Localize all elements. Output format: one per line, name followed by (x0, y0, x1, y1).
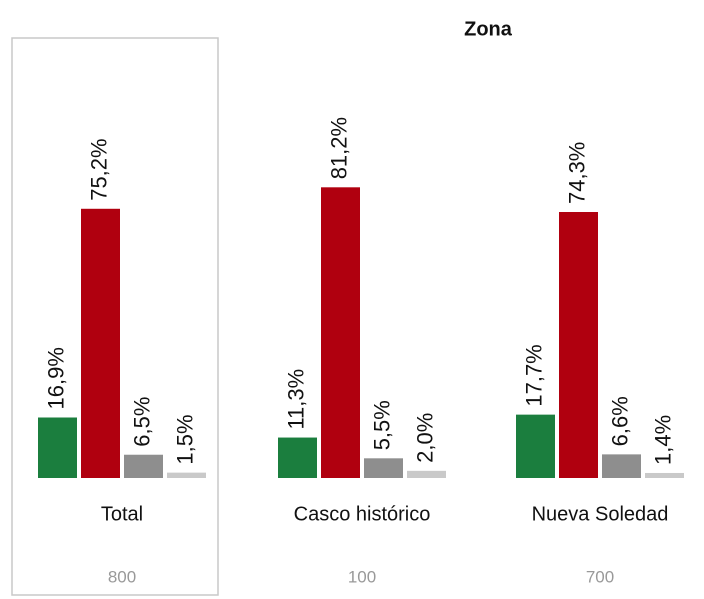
data-label: 16,9% (43, 347, 68, 409)
data-label: 74,3% (564, 142, 589, 204)
data-label: 1,5% (172, 414, 197, 464)
x-tick-label: Nueva Soledad (532, 503, 669, 525)
bar (167, 472, 206, 478)
data-label: 17,7% (521, 344, 546, 406)
count-label: 100 (348, 567, 376, 586)
data-label: 6,5% (129, 397, 154, 447)
data-label: 11,3% (283, 369, 308, 430)
data-label: 5,5% (369, 400, 394, 450)
count-label: 700 (586, 567, 614, 586)
bar (38, 417, 77, 478)
data-label: 6,6% (607, 396, 632, 446)
bar (364, 458, 403, 478)
x-tick-label: Casco histórico (294, 503, 431, 525)
data-label: 2,0% (412, 413, 437, 463)
bar (645, 472, 684, 478)
x-tick-label: Total (101, 503, 143, 525)
bar (516, 414, 555, 478)
bar (407, 470, 446, 478)
chart-title: Zona (464, 18, 513, 40)
bar (81, 208, 120, 478)
bar (559, 212, 598, 479)
count-label: 800 (108, 567, 136, 586)
data-label: 75,2% (86, 138, 111, 200)
bar (124, 454, 163, 478)
highlight-box (11, 37, 219, 596)
data-label: 1,4% (650, 415, 675, 465)
bar (602, 454, 641, 478)
data-label: 81,2% (326, 117, 351, 179)
bar (321, 187, 360, 478)
bar (278, 437, 317, 478)
